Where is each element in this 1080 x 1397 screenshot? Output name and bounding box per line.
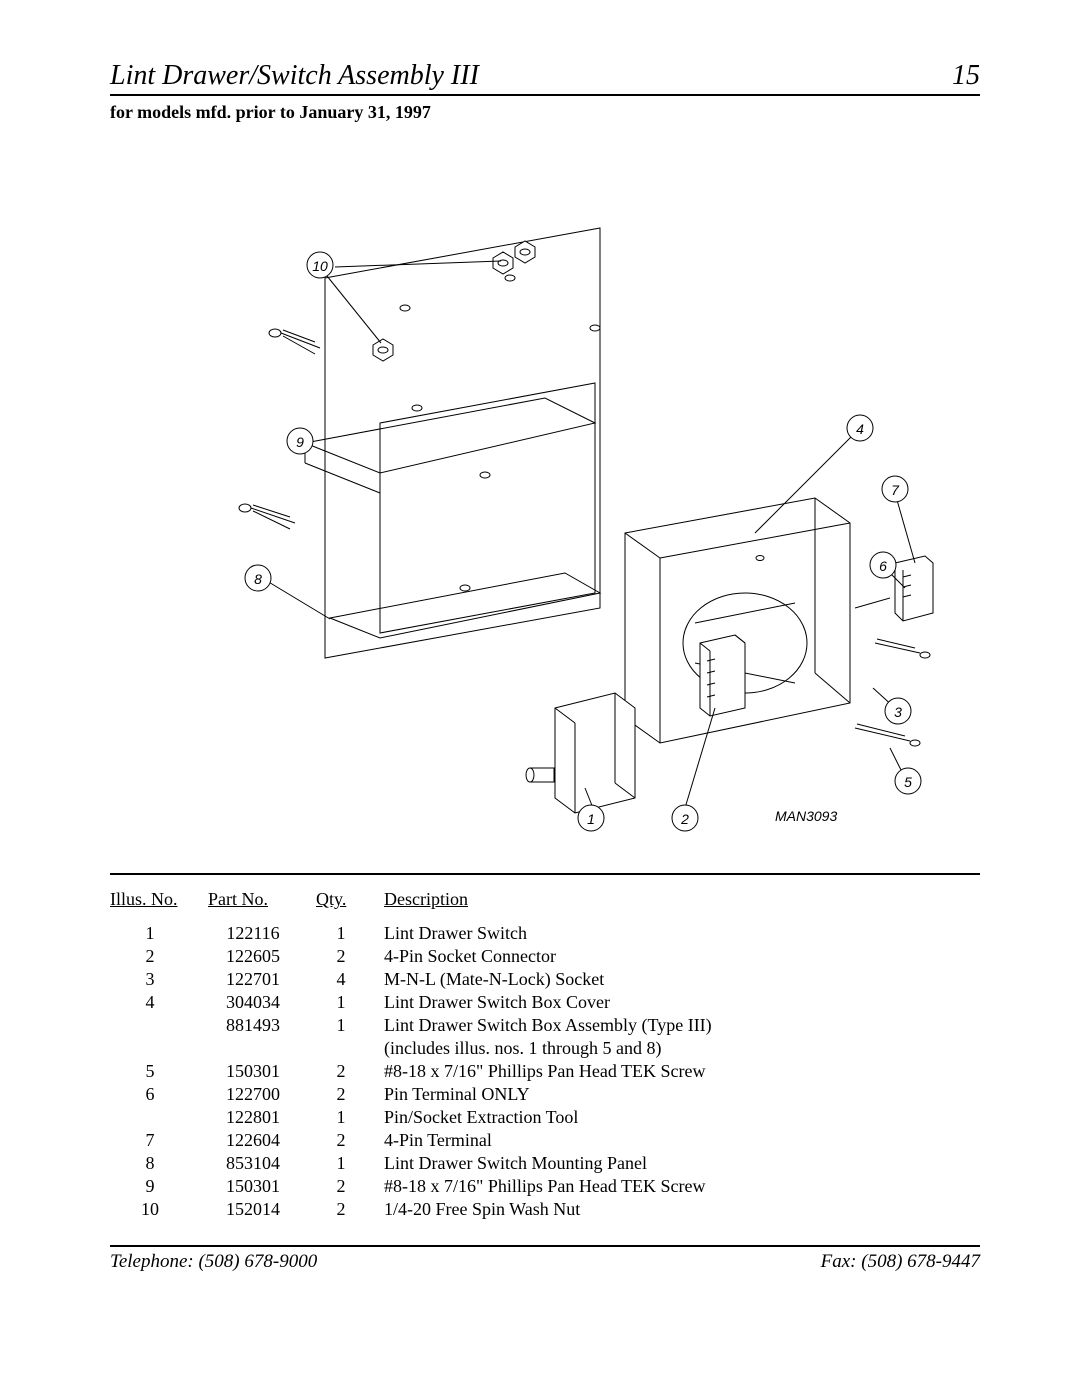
callout-1: 1	[587, 811, 595, 827]
assembly-figure: 10 9 8 4 7 6 3 5 1 2 MAN3093	[110, 163, 980, 843]
cell-qty: 4	[316, 968, 384, 991]
cell-part: 881493	[208, 1014, 316, 1037]
cell-desc: 1/4-20 Free Spin Wash Nut	[384, 1198, 730, 1221]
col-desc: Description	[384, 885, 730, 922]
cell-qty: 1	[316, 1106, 384, 1129]
table-row: 51503012#8-18 x 7/16" Phillips Pan Head …	[110, 1060, 730, 1083]
table-row: 8814931Lint Drawer Switch Box Assembly (…	[110, 1014, 730, 1037]
cell-illus: 9	[110, 1175, 208, 1198]
footer-telephone: Telephone: (508) 678-9000	[110, 1251, 317, 1273]
table-rule	[110, 873, 980, 875]
callout-2: 2	[680, 811, 689, 827]
col-qty: Qty.	[316, 885, 384, 922]
cell-illus	[110, 1037, 208, 1060]
cell-illus: 2	[110, 945, 208, 968]
cell-desc: #8-18 x 7/16" Phillips Pan Head TEK Scre…	[384, 1060, 730, 1083]
cell-desc: Lint Drawer Switch	[384, 922, 730, 945]
cell-part: 122604	[208, 1129, 316, 1152]
cell-qty: 1	[316, 922, 384, 945]
table-row: 31227014M-N-L (Mate-N-Lock) Socket	[110, 968, 730, 991]
drawing-id: MAN3093	[775, 808, 837, 824]
subheader: for models mfd. prior to January 31, 199…	[110, 102, 980, 123]
callout-3: 3	[894, 704, 902, 720]
table-row: 212260524-Pin Socket Connector	[110, 945, 730, 968]
table-row: 88531041Lint Drawer Switch Mounting Pane…	[110, 1152, 730, 1175]
table-row: 11221161Lint Drawer Switch	[110, 922, 730, 945]
callout-9: 9	[296, 434, 304, 450]
cell-part: 122605	[208, 945, 316, 968]
callout-7: 7	[891, 482, 900, 498]
cell-desc: Lint Drawer Switch Box Assembly (Type II…	[384, 1014, 730, 1037]
cell-illus: 4	[110, 991, 208, 1014]
table-row: (includes illus. nos. 1 through 5 and 8)	[110, 1037, 730, 1060]
cell-illus: 1	[110, 922, 208, 945]
cell-part: 853104	[208, 1152, 316, 1175]
cell-part: 150301	[208, 1175, 316, 1198]
cell-illus	[110, 1106, 208, 1129]
table-row: 61227002Pin Terminal ONLY	[110, 1083, 730, 1106]
cell-illus: 6	[110, 1083, 208, 1106]
cell-qty: 1	[316, 1014, 384, 1037]
cell-desc: Pin/Socket Extraction Tool	[384, 1106, 730, 1129]
cell-illus: 10	[110, 1198, 208, 1221]
cell-part: 122116	[208, 922, 316, 945]
cell-qty: 1	[316, 991, 384, 1014]
footer-fax: Fax: (508) 678-9447	[821, 1251, 980, 1273]
cell-part: 152014	[208, 1198, 316, 1221]
cell-desc: #8-18 x 7/16" Phillips Pan Head TEK Scre…	[384, 1175, 730, 1198]
cell-illus	[110, 1014, 208, 1037]
cell-desc: Lint Drawer Switch Box Cover	[384, 991, 730, 1014]
table-row: 1015201421/4-20 Free Spin Wash Nut	[110, 1198, 730, 1221]
page-header: Lint Drawer/Switch Assembly III 15	[110, 60, 980, 96]
cell-desc: (includes illus. nos. 1 through 5 and 8)	[384, 1037, 730, 1060]
cell-qty: 2	[316, 1198, 384, 1221]
cell-desc: M-N-L (Mate-N-Lock) Socket	[384, 968, 730, 991]
cell-part: 122700	[208, 1083, 316, 1106]
cell-qty	[316, 1037, 384, 1060]
cell-illus: 3	[110, 968, 208, 991]
cell-illus: 7	[110, 1129, 208, 1152]
cell-qty: 2	[316, 1060, 384, 1083]
cell-part: 150301	[208, 1060, 316, 1083]
col-part: Part No.	[208, 885, 316, 922]
table-row: 712260424-Pin Terminal	[110, 1129, 730, 1152]
cell-part: 122801	[208, 1106, 316, 1129]
table-row: 43040341Lint Drawer Switch Box Cover	[110, 991, 730, 1014]
page-footer: Telephone: (508) 678-9000 Fax: (508) 678…	[110, 1245, 980, 1273]
col-illus: Illus. No.	[110, 885, 208, 922]
cell-illus: 5	[110, 1060, 208, 1083]
callout-5: 5	[904, 774, 912, 790]
callout-8: 8	[254, 571, 262, 587]
cell-qty: 2	[316, 1083, 384, 1106]
cell-part: 304034	[208, 991, 316, 1014]
cell-qty: 1	[316, 1152, 384, 1175]
cell-desc: 4-Pin Socket Connector	[384, 945, 730, 968]
cell-part: 122701	[208, 968, 316, 991]
cell-desc: 4-Pin Terminal	[384, 1129, 730, 1152]
parts-table: Illus. No. Part No. Qty. Description 112…	[110, 885, 730, 1221]
cell-qty: 2	[316, 1129, 384, 1152]
cell-desc: Pin Terminal ONLY	[384, 1083, 730, 1106]
callout-6: 6	[879, 558, 887, 574]
cell-desc: Lint Drawer Switch Mounting Panel	[384, 1152, 730, 1175]
callout-4: 4	[856, 421, 864, 437]
cell-qty: 2	[316, 945, 384, 968]
table-row: 91503012#8-18 x 7/16" Phillips Pan Head …	[110, 1175, 730, 1198]
page-title: Lint Drawer/Switch Assembly III	[110, 60, 479, 92]
callout-10: 10	[312, 258, 328, 274]
cell-illus: 8	[110, 1152, 208, 1175]
cell-part	[208, 1037, 316, 1060]
cell-qty: 2	[316, 1175, 384, 1198]
page-number: 15	[952, 60, 980, 92]
table-row: 1228011Pin/Socket Extraction Tool	[110, 1106, 730, 1129]
